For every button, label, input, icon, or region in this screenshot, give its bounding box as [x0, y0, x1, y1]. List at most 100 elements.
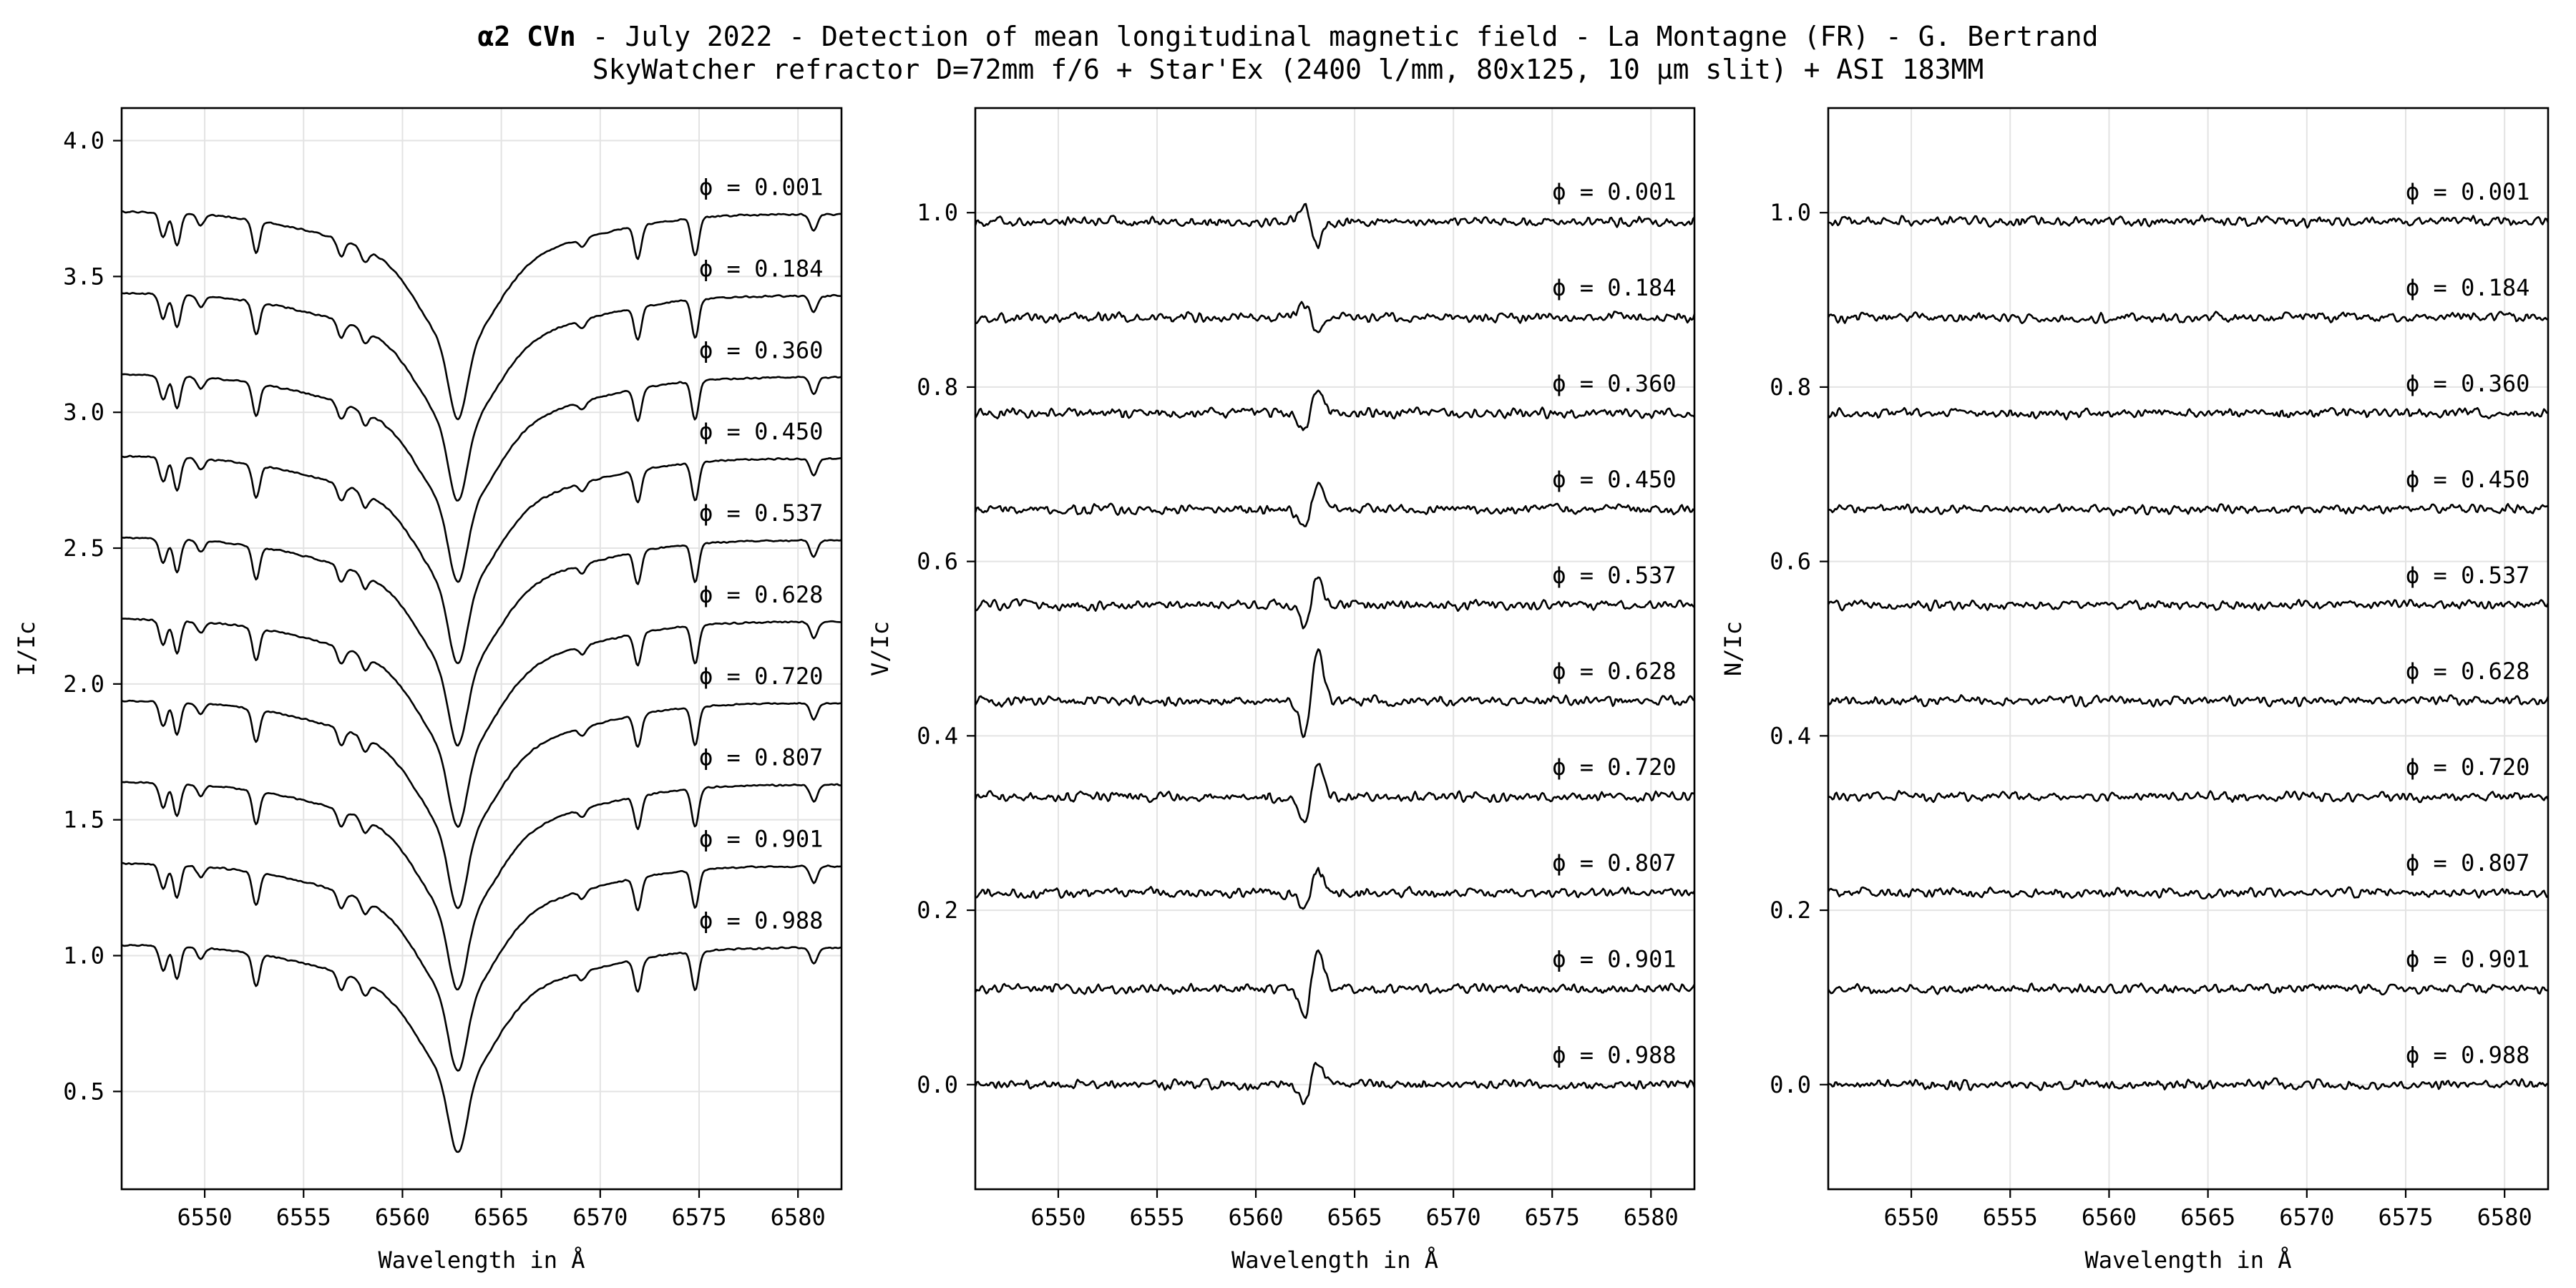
- x-tick-label: 6580: [2477, 1204, 2532, 1231]
- phase-label: ϕ = 0.807: [1552, 849, 1676, 877]
- x-tick-label: 6550: [1030, 1204, 1085, 1231]
- spectrum-line-phase-0.001: [1828, 214, 2550, 229]
- spectrum-line-phase-0.450: [121, 454, 842, 665]
- y-tick-label: 1.5: [63, 806, 104, 834]
- spectra: [974, 203, 1696, 1106]
- figure-title-text: - July 2022 - Detection of mean longitud…: [576, 21, 2099, 52]
- y-axis: 0.0 0.2 0.4 0.6 0.8 1.0 V/Ic: [867, 199, 975, 1098]
- phase-labels: ϕ = 0.001 ϕ = 0.184 ϕ = 0.360 ϕ = 0.450 ϕ = …: [1552, 178, 1676, 1068]
- spectrum-line-phase-0.628: [974, 648, 1695, 738]
- y-tick-label: 0.5: [63, 1078, 104, 1105]
- spectrum-line-phase-0.988: [974, 1062, 1696, 1106]
- spectrum-line-phase-0.901: [974, 949, 1696, 1019]
- phase-label: ϕ = 0.628: [2406, 658, 2529, 685]
- y-tick-label: 3.0: [63, 399, 104, 426]
- phase-label: ϕ = 0.537: [2406, 562, 2529, 589]
- phase-label: ϕ = 0.450: [2406, 466, 2529, 493]
- spectrum-line-phase-0.450: [974, 482, 1695, 527]
- phase-label: ϕ = 0.184: [2406, 274, 2529, 301]
- phase-label: ϕ = 0.901: [699, 826, 823, 853]
- spectrum-line-phase-0.628: [1827, 694, 2550, 708]
- y-axis: 0.5 1.0 1.5 2.0 2.5 3.0 3.5 4.0 I/Ic: [13, 127, 122, 1105]
- y-tick-label: 0.8: [1770, 374, 1811, 401]
- y-axis: 0.0 0.2 0.4 0.6 0.8 1.0 N/Ic: [1719, 199, 1828, 1098]
- y-tick-label: 0.2: [1770, 897, 1811, 924]
- phase-label: ϕ = 0.537: [699, 499, 823, 527]
- spectrum-line-phase-0.537: [975, 576, 1695, 630]
- x-tick-label: 6570: [1426, 1204, 1481, 1231]
- spectrum-line-phase-0.901: [121, 862, 842, 1072]
- x-axis-label: Wavelength in Å: [1231, 1246, 1438, 1274]
- axes-frame: [120, 107, 843, 1191]
- y-tick-label: 0.2: [917, 897, 958, 924]
- y-tick-label: 0.4: [917, 722, 958, 749]
- spectrum-line-phase-0.450: [1828, 502, 2549, 517]
- x-tick-label: 6555: [276, 1204, 331, 1231]
- phase-labels: ϕ = 0.001 ϕ = 0.184 ϕ = 0.360 ϕ = 0.450 ϕ = …: [699, 173, 823, 934]
- spectrum-line-phase-0.807: [1827, 886, 2549, 899]
- phase-label: ϕ = 0.720: [1552, 753, 1676, 781]
- y-axis-label: V/Ic: [867, 621, 894, 676]
- grid: [1828, 108, 2548, 1189]
- grid: [975, 108, 1694, 1189]
- spectra: [121, 210, 842, 1153]
- x-axis: 6550 6555 6560 6565 6570 6575 6580 Wavelength i…: [1884, 1189, 2532, 1274]
- x-tick-label: 6550: [1884, 1204, 1939, 1231]
- x-tick-label: 6570: [2279, 1204, 2334, 1231]
- phase-labels: ϕ = 0.001 ϕ = 0.184 ϕ = 0.360 ϕ = 0.450 ϕ = …: [2406, 178, 2529, 1068]
- phase-label: ϕ = 0.184: [1552, 274, 1676, 301]
- x-axis: 6550 6555 6560 6565 6570 6575 6580 Wavelength i…: [1030, 1189, 1679, 1274]
- spectrum-line-phase-0.001: [974, 203, 1696, 250]
- x-tick-label: 6575: [2378, 1204, 2433, 1231]
- spectrum-line-phase-0.807: [121, 781, 842, 991]
- spectrum-line-phase-0.360: [122, 373, 842, 583]
- y-axis-label: I/Ic: [13, 621, 40, 676]
- x-tick-label: 6555: [1983, 1204, 2038, 1231]
- axes-frame: [1827, 107, 2550, 1191]
- phase-label: ϕ = 0.537: [1552, 562, 1676, 589]
- phase-label: ϕ = 0.360: [699, 336, 823, 364]
- y-tick-label: 0.0: [917, 1071, 958, 1098]
- x-tick-label: 6560: [375, 1204, 430, 1231]
- phase-label: ϕ = 0.001: [2406, 178, 2529, 205]
- phase-label: ϕ = 0.628: [1552, 658, 1676, 685]
- spectrum-line-phase-0.184: [975, 301, 1696, 333]
- spectrum-line-phase-0.537: [1827, 598, 2550, 612]
- x-axis-label: Wavelength in Å: [2085, 1246, 2292, 1274]
- spectrum-line-phase-0.628: [122, 618, 842, 828]
- phase-label: ϕ = 0.360: [1552, 370, 1676, 397]
- panel-null-n: ϕ = 0.001 ϕ = 0.184 ϕ = 0.360 ϕ = 0.450 ϕ = …: [1719, 107, 2550, 1274]
- spectrum-line-phase-0.537: [121, 536, 842, 747]
- phase-label: ϕ = 0.988: [2406, 1041, 2529, 1068]
- phase-label: ϕ = 0.807: [699, 744, 823, 771]
- x-axis-label: Wavelength in Å: [379, 1246, 585, 1274]
- y-tick-label: 4.0: [63, 127, 104, 155]
- phase-label: ϕ = 0.720: [699, 663, 823, 690]
- spectrum-line-phase-0.988: [121, 944, 842, 1153]
- y-tick-label: 1.0: [63, 942, 104, 970]
- x-tick-label: 6575: [671, 1204, 726, 1231]
- x-tick-label: 6550: [177, 1204, 233, 1231]
- x-tick-label: 6570: [572, 1204, 628, 1231]
- y-tick-label: 0.6: [917, 548, 958, 575]
- spectra: [1827, 214, 2550, 1091]
- phase-label: ϕ = 0.184: [699, 255, 823, 282]
- x-tick-label: 6580: [771, 1204, 826, 1231]
- phase-label: ϕ = 0.720: [2406, 753, 2529, 781]
- phase-label: ϕ = 0.001: [1552, 178, 1676, 205]
- spectrum-line-phase-0.988: [1828, 1077, 2549, 1091]
- phase-label: ϕ = 0.001: [699, 173, 823, 200]
- figure-title: α2 CVn - July 2022 - Detection of mean l…: [478, 21, 2099, 52]
- y-tick-label: 2.5: [63, 535, 104, 562]
- figure-subtitle: SkyWatcher refractor D=72mm f/6 + Star'E…: [592, 54, 1984, 85]
- x-tick-label: 6560: [1229, 1204, 1284, 1231]
- x-tick-label: 6555: [1129, 1204, 1184, 1231]
- y-tick-label: 2.0: [63, 670, 104, 698]
- y-axis-label: N/Ic: [1719, 621, 1747, 676]
- x-tick-label: 6565: [474, 1204, 529, 1231]
- y-tick-label: 0.0: [1770, 1071, 1811, 1098]
- y-tick-label: 1.0: [1770, 199, 1811, 226]
- spectrum-line-phase-0.360: [1827, 406, 2548, 421]
